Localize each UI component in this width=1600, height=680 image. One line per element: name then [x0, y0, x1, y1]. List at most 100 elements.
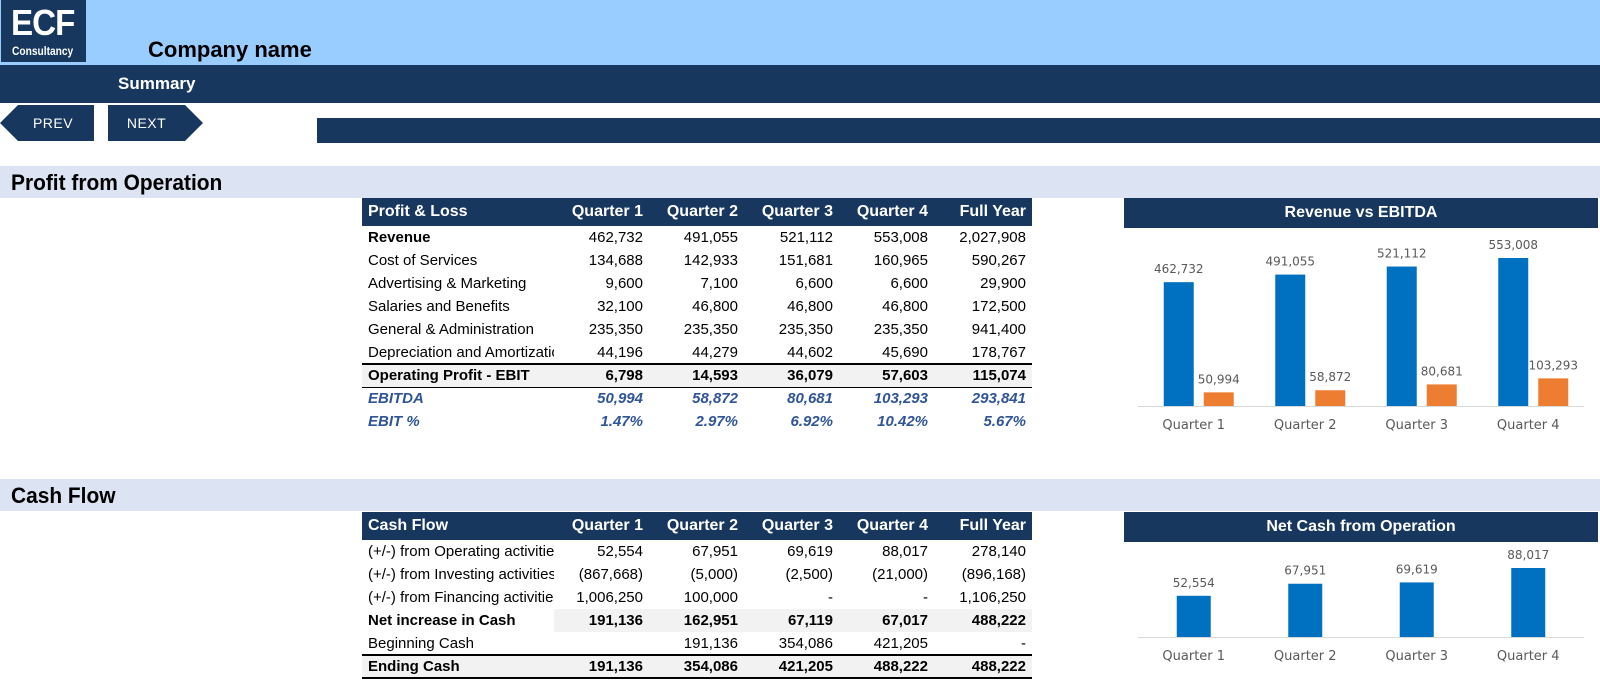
row-label: (+/-) from Operating activities	[368, 543, 554, 560]
row-label: Net increase in Cash	[368, 612, 516, 629]
table-cell: 278,140	[971, 543, 1026, 560]
table-cell: 103,293	[839, 386, 934, 410]
table-row-ebit-total: Operating Profit - EBIT 6,798 14,593 36,…	[362, 363, 1032, 387]
table-cell: 115,074	[934, 363, 1032, 387]
row-label: Cost of Services	[368, 252, 478, 269]
revenue-ebitda-chart-svg: 462,732 50,994 Quarter 1 491,055 58,872 Quart…	[1138, 238, 1584, 433]
row-label: EBITDA	[362, 386, 554, 410]
table-cell: 2,027,908	[959, 229, 1026, 246]
row-label: Operating Profit - EBIT	[362, 363, 554, 387]
bar	[1538, 378, 1569, 406]
table-header-row: Profit & Loss Quarter 1 Quarter 2 Quarte…	[362, 198, 1032, 226]
prev-button[interactable]: PREV	[0, 105, 94, 141]
table-cell: 354,086	[649, 654, 744, 679]
column-header: Quarter 1	[554, 198, 649, 226]
column-header: Profit & Loss	[362, 198, 554, 226]
table-cell: 235,350	[873, 321, 928, 338]
revenue-ebitda-chart: 462,732 50,994 Quarter 1 491,055 58,872 Quart…	[1124, 228, 1598, 440]
bar	[1386, 266, 1417, 406]
table-cell: 488,222	[934, 654, 1032, 679]
profit-section-header: Profit from Operation	[0, 166, 1600, 198]
row-label: Revenue	[368, 229, 431, 246]
bar	[1176, 595, 1211, 637]
title-bar: Summary	[0, 65, 1600, 103]
table-cell: 32,100	[597, 298, 643, 315]
table-cell: 160,965	[873, 252, 928, 269]
nav-bar-strip	[317, 118, 1600, 143]
header-bar	[0, 0, 1600, 65]
table-cell: (896,168)	[961, 566, 1026, 583]
category-label: Quarter 2	[1274, 418, 1337, 433]
table-cell: 44,196	[597, 343, 643, 361]
table-cell: 57,603	[839, 363, 934, 387]
page-title: Summary	[118, 74, 196, 93]
category-label: Quarter 4	[1497, 418, 1560, 433]
table-cell: (2,500)	[785, 566, 833, 583]
data-label: 67,951	[1284, 564, 1326, 578]
table-cell: -	[828, 589, 833, 606]
table-row-ending-cash: Ending Cash 191,136 354,086 421,205 488,…	[362, 654, 1032, 679]
table-row-ebit-percent: EBIT % 1.47% 2.97% 6.92% 10.42% 5.67%	[362, 410, 1032, 433]
table-cell: 36,079	[744, 363, 839, 387]
table-cell: 6,600	[795, 275, 833, 292]
table-cell: 354,086	[778, 634, 833, 652]
table-cell: -	[923, 589, 928, 606]
table-cell: 44,602	[787, 343, 833, 361]
table-cell: 235,350	[588, 321, 643, 338]
table-cell: 67,119	[744, 609, 839, 632]
table-cell: 134,688	[588, 252, 643, 269]
cashflow-section-header: Cash Flow	[0, 479, 1600, 511]
data-label: 80,681	[1421, 364, 1463, 378]
table-cell: 421,205	[744, 654, 839, 679]
table-cell: 2.97%	[695, 413, 738, 430]
table-row: General & Administration 235,350 235,350…	[362, 318, 1032, 341]
table-header-row: Cash Flow Quarter 1 Quarter 2 Quarter 3 …	[362, 512, 1032, 540]
row-label: Ending Cash	[362, 654, 554, 679]
table-cell: 10.42%	[877, 413, 928, 430]
table-cell: -	[1021, 634, 1026, 652]
column-header: Quarter 2	[649, 198, 744, 226]
column-header: Quarter 4	[839, 198, 934, 226]
table-cell: 58,872	[649, 386, 744, 410]
row-label: Advertising & Marketing	[368, 275, 527, 292]
row-label: General & Administration	[368, 321, 534, 338]
section-title-profit: Profit from Operation	[11, 170, 223, 195]
table-cell: 69,619	[787, 543, 833, 560]
net-cash-chart: 52,554 Quarter 1 67,951 Quarter 2 69,619 Quar…	[1124, 542, 1598, 676]
row-label: (+/-) from Financing activities	[368, 589, 554, 606]
table-cell: 14,593	[649, 363, 744, 387]
row-label: Beginning Cash	[368, 634, 474, 652]
category-label: Quarter 2	[1274, 649, 1337, 664]
column-header: Full Year	[934, 198, 1032, 226]
prev-button-label: PREV	[32, 115, 74, 131]
table-cell: 46,800	[882, 298, 928, 315]
table-cell: 162,951	[649, 609, 744, 632]
table-cell	[554, 632, 649, 655]
table-row-net-increase: Net increase in Cash 191,136 162,951 67,…	[362, 609, 1032, 632]
bar	[1511, 568, 1546, 637]
net-cash-chart-svg: 52,554 Quarter 1 67,951 Quarter 2 69,619 Quar…	[1138, 548, 1584, 664]
data-label: 491,055	[1265, 255, 1315, 269]
next-button[interactable]: NEXT	[108, 105, 203, 141]
column-header: Quarter 3	[744, 198, 839, 226]
table-cell: 293,841	[934, 386, 1032, 410]
next-arrow-shape	[108, 105, 203, 141]
table-cell: 6,798	[554, 363, 649, 387]
bar	[1163, 282, 1194, 406]
table-cell: 1,006,250	[576, 589, 643, 606]
table-row: Beginning Cash 191,136 354,086 421,205 -	[362, 632, 1032, 655]
table-cell: 100,000	[683, 589, 738, 606]
table-row: Depreciation and Amortization 44,196 44,…	[362, 341, 1032, 364]
bar	[1498, 258, 1529, 406]
data-label: 521,112	[1377, 247, 1427, 261]
table-row: Revenue 462,732 491,055 521,112 553,008 …	[362, 226, 1032, 249]
data-label: 50,994	[1198, 372, 1240, 386]
table-cell: 491,055	[683, 229, 738, 246]
data-label: 553,008	[1488, 238, 1538, 252]
table-cell: 590,267	[971, 252, 1026, 269]
category-label: Quarter 4	[1497, 649, 1560, 664]
company-name: Company name	[148, 37, 312, 62]
table-row-ebitda: EBITDA 50,994 58,872 80,681 103,293 293,…	[362, 386, 1032, 410]
table-row: (+/-) from Investing activities (867,668…	[362, 563, 1032, 586]
bar	[1399, 582, 1434, 637]
